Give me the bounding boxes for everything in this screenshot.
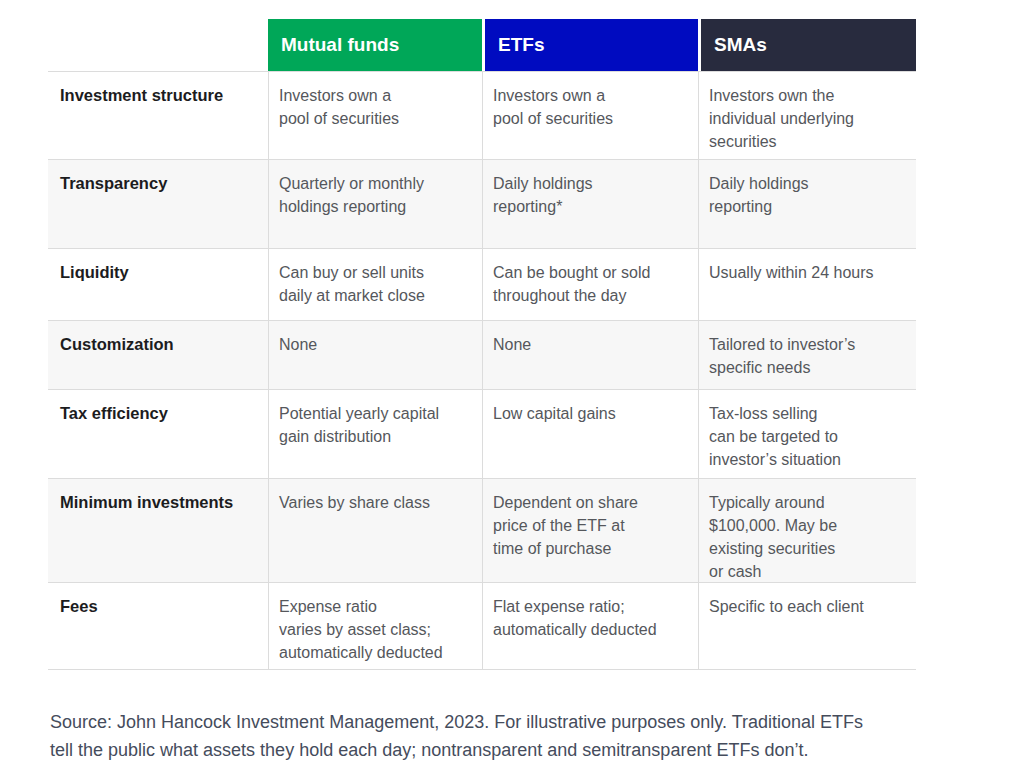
cell-customization-smas: Tailored to investor’s specific needs — [698, 320, 916, 389]
cell-investment-structure-smas: Investors own the individual underlying … — [698, 71, 916, 159]
row-label-transparency: Transparency — [48, 159, 268, 248]
source-note: Source: John Hancock Investment Manageme… — [50, 708, 990, 764]
comparison-table-figure: Mutual funds ETFs SMAs Investment struct… — [0, 0, 1024, 764]
cell-tax-efficiency-mutual-funds: Potential yearly capital gain distributi… — [268, 389, 482, 478]
column-header-etfs: ETFs — [482, 19, 698, 71]
row-label-minimum-investments: Minimum investments — [48, 478, 268, 582]
row-label-fees: Fees — [48, 582, 268, 670]
cell-fees-mutual-funds: Expense ratio varies by asset class; aut… — [268, 582, 482, 670]
column-header-mutual-funds: Mutual funds — [268, 19, 482, 71]
cell-liquidity-mutual-funds: Can buy or sell units daily at market cl… — [268, 248, 482, 320]
row-label-liquidity: Liquidity — [48, 248, 268, 320]
cell-tax-efficiency-smas: Tax-loss selling can be targeted to inve… — [698, 389, 916, 478]
comparison-table: Mutual funds ETFs SMAs Investment struct… — [48, 19, 916, 670]
cell-investment-structure-etfs: Investors own a pool of securities — [482, 71, 698, 159]
cell-tax-efficiency-etfs: Low capital gains — [482, 389, 698, 478]
row-label-investment-structure: Investment structure — [48, 71, 268, 159]
header-spacer — [48, 19, 268, 71]
cell-customization-mutual-funds: None — [268, 320, 482, 389]
cell-minimum-investments-etfs: Dependent on share price of the ETF at t… — [482, 478, 698, 582]
column-header-smas: SMAs — [698, 19, 916, 71]
cell-liquidity-etfs: Can be bought or sold throughout the day — [482, 248, 698, 320]
cell-liquidity-smas: Usually within 24 hours — [698, 248, 916, 320]
cell-transparency-mutual-funds: Quarterly or monthly holdings reporting — [268, 159, 482, 248]
row-label-customization: Customization — [48, 320, 268, 389]
cell-customization-etfs: None — [482, 320, 698, 389]
cell-minimum-investments-smas: Typically around $100,000. May be existi… — [698, 478, 916, 582]
cell-fees-etfs: Flat expense ratio; automatically deduct… — [482, 582, 698, 670]
cell-minimum-investments-mutual-funds: Varies by share class — [268, 478, 482, 582]
cell-investment-structure-mutual-funds: Investors own a pool of securities — [268, 71, 482, 159]
cell-transparency-etfs: Daily holdings reporting* — [482, 159, 698, 248]
cell-fees-smas: Specific to each client — [698, 582, 916, 670]
cell-transparency-smas: Daily holdings reporting — [698, 159, 916, 248]
row-label-tax-efficiency: Tax efficiency — [48, 389, 268, 478]
